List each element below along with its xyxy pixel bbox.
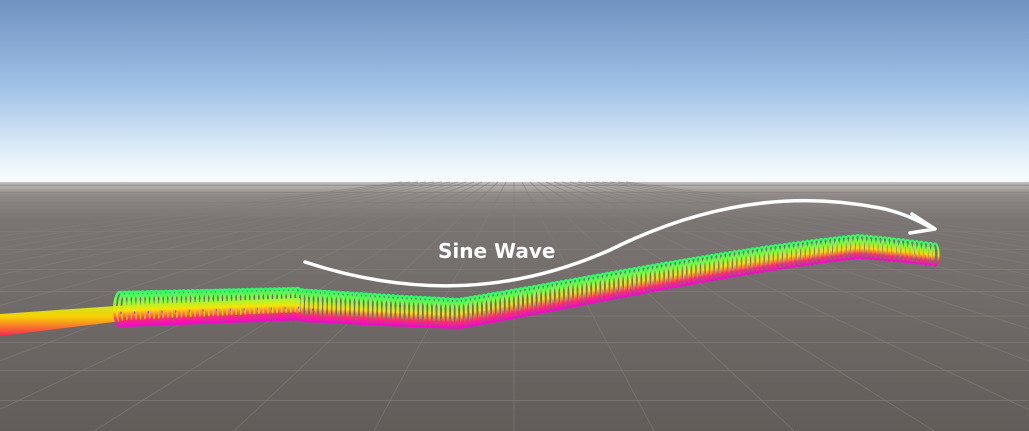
trail-ring	[839, 235, 849, 261]
trail-ring	[199, 288, 214, 325]
grid-line	[0, 181, 435, 265]
grid-line	[601, 181, 1029, 256]
arrow-head-icon	[908, 212, 937, 235]
trail-ring	[195, 288, 209, 325]
trail-ring	[181, 289, 196, 325]
trail-ring	[875, 235, 886, 261]
trail-ring	[788, 241, 799, 268]
trail-ring	[172, 289, 186, 326]
grid-line	[617, 181, 1029, 243]
trail-ring	[930, 242, 940, 267]
grid-line	[0, 181, 427, 256]
trail-ring	[825, 236, 836, 263]
trail-ring	[848, 234, 858, 260]
trail-ring	[154, 289, 168, 326]
trail-ring	[871, 235, 881, 261]
trail-ring	[834, 235, 845, 262]
trail-ring	[113, 290, 127, 328]
trail-ring	[752, 246, 763, 274]
trail-ring	[222, 288, 236, 324]
trail-ring	[784, 242, 795, 269]
grid-line	[569, 181, 1029, 307]
grid-line	[0, 181, 459, 306]
trail-ring	[866, 234, 877, 261]
trail-ring	[903, 238, 913, 264]
trail-ring	[122, 290, 136, 328]
grid-line	[521, 181, 655, 431]
trail-ring	[126, 290, 141, 327]
trail-ring	[925, 241, 936, 266]
grid-line	[0, 181, 467, 330]
grid-line	[609, 181, 1029, 249]
grid-line	[561, 181, 1029, 330]
trail-ring	[117, 290, 132, 328]
trail-ring	[893, 237, 904, 263]
trail-ring	[204, 288, 218, 324]
grid-line	[0, 181, 451, 289]
grid-line	[553, 181, 1029, 362]
trail-ring	[756, 245, 768, 273]
grid-line	[585, 181, 1029, 276]
trail-ring	[779, 242, 790, 270]
trail-ring	[135, 290, 150, 327]
trail-ring	[218, 288, 232, 324]
sine-wave-trail	[113, 233, 940, 330]
trail-ring	[884, 236, 895, 262]
trail-ring	[163, 289, 177, 326]
trail-ring	[802, 239, 813, 266]
trail-ring	[177, 289, 191, 325]
trail-ring	[743, 247, 754, 276]
grid-line	[0, 181, 403, 237]
trail-ring	[829, 236, 840, 263]
grid-line	[0, 181, 411, 242]
trail-ring	[820, 237, 831, 264]
trail-ring	[843, 234, 854, 261]
trail-ring	[816, 237, 827, 264]
grid-line	[0, 181, 419, 249]
trail-ring	[880, 236, 890, 262]
grid-line	[545, 181, 1029, 411]
sine-wave-label: Sine Wave	[438, 239, 555, 263]
trail-ring	[916, 240, 926, 265]
trail-ring	[770, 243, 781, 271]
trail-ring	[921, 241, 931, 266]
trail-ring	[811, 238, 822, 265]
trail-ring	[190, 288, 205, 325]
trail-ring	[766, 244, 777, 272]
grid-line	[529, 181, 795, 431]
grid-line	[577, 181, 1029, 289]
grid-line	[625, 181, 1029, 237]
grid-line	[537, 181, 935, 431]
grid-line	[0, 181, 443, 276]
sine-wave-arrow	[303, 198, 934, 288]
trail-ring	[861, 234, 872, 260]
trail-ring	[907, 239, 917, 264]
trail-ring	[761, 245, 772, 273]
trail-ring	[131, 290, 146, 327]
trail-ring	[889, 237, 899, 263]
trail-ring	[145, 289, 159, 327]
trail-ring	[186, 288, 200, 325]
trail-ring	[747, 247, 758, 275]
trail-ring	[912, 239, 922, 265]
trail-ring	[158, 289, 173, 326]
trail-ring	[167, 289, 182, 326]
trail-ring	[149, 289, 164, 327]
trail-ring	[852, 233, 863, 260]
trail-ring	[857, 234, 867, 260]
trail-ring	[898, 238, 908, 263]
grid-line	[593, 181, 1029, 265]
trail-ring	[793, 240, 804, 268]
trail-ring	[797, 240, 808, 267]
trail-ring	[807, 239, 818, 266]
trail-ring	[775, 243, 786, 270]
trail-ring	[208, 288, 223, 324]
trail-ring	[213, 288, 227, 324]
trail-ring	[140, 289, 155, 327]
